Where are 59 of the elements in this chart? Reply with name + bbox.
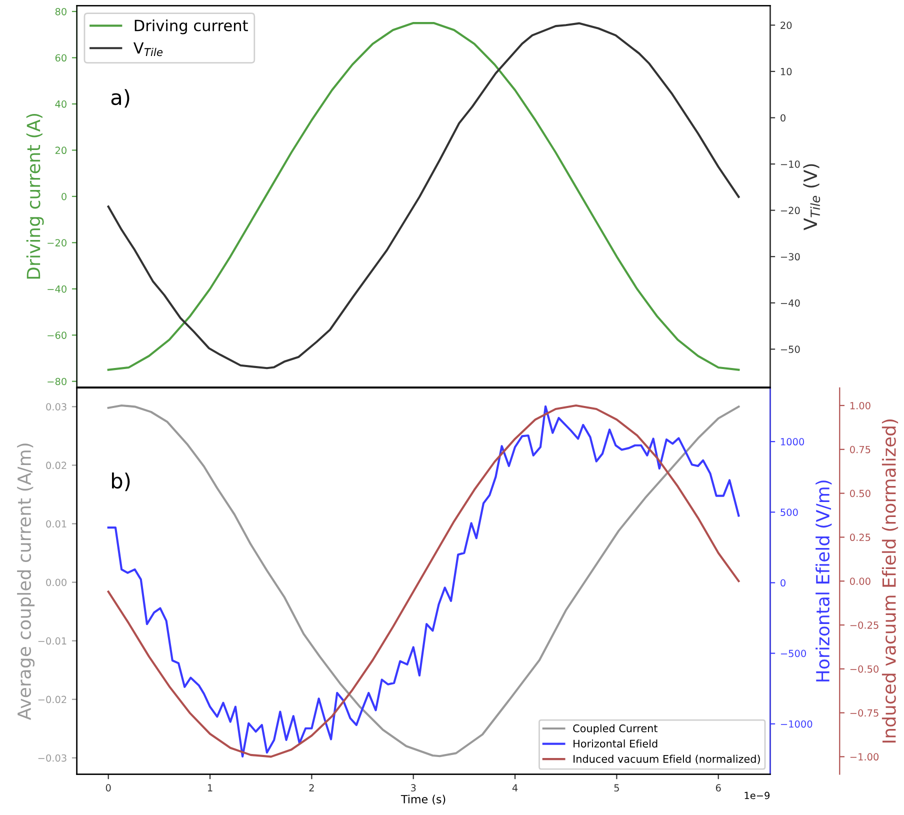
y-tick-label: 20	[55, 146, 66, 154]
legend-label: Coupled Current	[573, 724, 658, 734]
y3-tick-label: −1.00	[850, 753, 879, 761]
annotation: b)	[112, 472, 130, 492]
y2-tick-label: 0	[780, 579, 786, 587]
x-axis-title: Time (s)	[400, 794, 446, 805]
y-tick-label: 0.00	[46, 578, 66, 586]
annotation: a)	[111, 89, 130, 108]
y-tick-label: 0.03	[46, 403, 66, 410]
x-tick-label: 3	[411, 784, 416, 792]
legend-label: Driving current	[134, 19, 248, 34]
y2-tick-label: −500	[780, 650, 806, 658]
y-tick-label: 0.02	[46, 462, 66, 470]
y3-tick-label: −0.75	[850, 709, 878, 717]
y-tick-label: 0.01	[46, 520, 66, 528]
y3-tick-label: −0.50	[850, 665, 879, 673]
x-tick-label: 1	[208, 784, 212, 792]
x-tick-label: 5	[614, 784, 619, 792]
y-axis-title: Driving current (A)	[26, 114, 44, 279]
y-tick-label: −0.01	[38, 637, 66, 645]
y2-tick-label: −50	[780, 346, 800, 353]
y2-tick-label: −30	[780, 253, 800, 260]
text: 1e−9	[744, 792, 770, 800]
y-tick-label: −60	[48, 332, 66, 339]
y-tick-label: −40	[48, 285, 66, 293]
legend-label: Induced vacuum Efield (normalized)	[574, 754, 760, 764]
y2-tick-label: 500	[780, 508, 798, 516]
y2-axis-title: V$_{Tile}$ (V)	[803, 164, 820, 230]
y-tick-label: −80	[48, 378, 66, 386]
y3-tick-label: 0.25	[850, 534, 870, 542]
y3-tick-label: 0.00	[850, 578, 870, 585]
x-tick-label: 2	[309, 784, 314, 792]
y-tick-label: −0.02	[38, 696, 66, 704]
y2-tick-label: −20	[780, 206, 800, 214]
y2-tick-label: −1000	[780, 720, 812, 728]
y-tick-label: 80	[55, 8, 66, 16]
y3-tick-label: −0.25	[850, 621, 878, 629]
y3-tick-label: 0.50	[850, 490, 870, 498]
y-tick-label: −0.03	[38, 754, 66, 762]
y3-axis-title: Induced vacuum Efield (normalized)	[882, 419, 898, 742]
y2-tick-label: 1000	[781, 438, 804, 446]
y-tick-label: 0	[62, 192, 66, 200]
x-tick-label: 0	[106, 784, 111, 792]
y2-tick-label: −40	[780, 299, 800, 307]
y-axis-title: Average coupled current (A/m)	[17, 444, 35, 720]
y2-tick-label: 10	[781, 68, 792, 76]
y2-tick-label: −10	[780, 160, 800, 168]
x-tick-label: 4	[512, 784, 518, 792]
legend-label: Horizontal Efield	[574, 740, 658, 748]
legend-label: V$_{Tile}$	[133, 42, 163, 56]
y3-tick-label: 0.75	[850, 446, 870, 454]
y2-axis-title: Horizontal Efield (V/m)	[816, 480, 832, 682]
x-tick-label: 6	[716, 784, 721, 792]
y-tick-label: 60	[55, 54, 66, 62]
y-tick-label: 40	[55, 100, 66, 108]
y2-tick-label: 20	[780, 22, 792, 29]
y3-tick-label: 1.00	[850, 402, 870, 410]
y-tick-label: −20	[48, 239, 66, 246]
y2-tick-label: 0	[780, 114, 786, 122]
